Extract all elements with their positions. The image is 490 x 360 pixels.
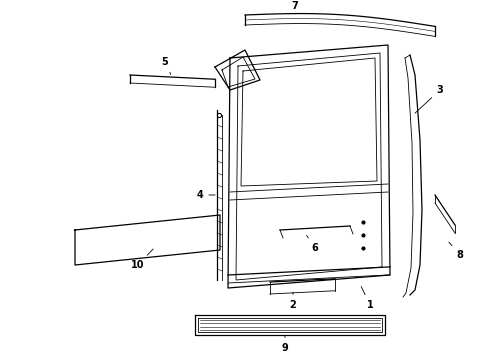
Text: 10: 10 (131, 249, 153, 270)
Text: 5: 5 (162, 57, 171, 75)
Text: 9: 9 (282, 336, 289, 353)
Text: 4: 4 (196, 190, 215, 200)
Text: 1: 1 (361, 287, 373, 310)
Text: 3: 3 (415, 85, 443, 113)
Text: 8: 8 (449, 242, 464, 260)
Text: 6: 6 (307, 235, 318, 253)
Text: 7: 7 (292, 1, 298, 14)
Text: 2: 2 (290, 292, 296, 310)
